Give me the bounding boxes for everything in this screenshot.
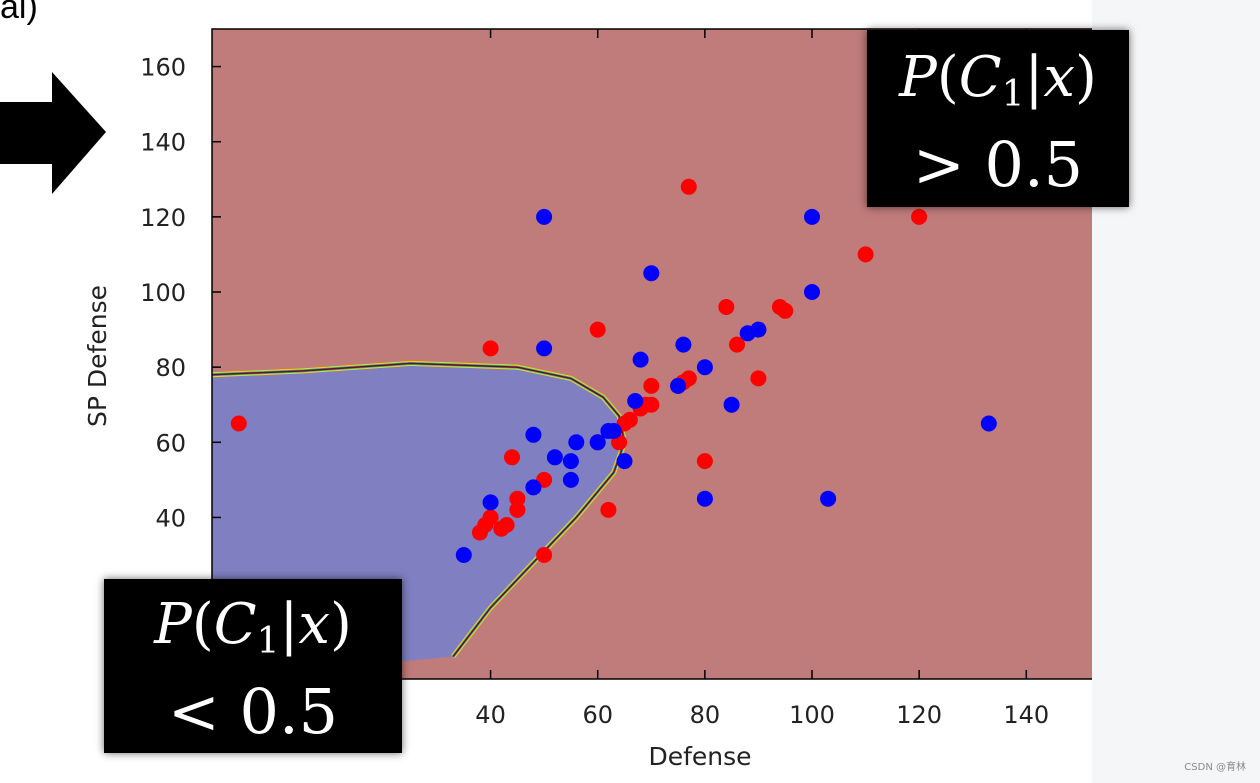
data-point-red (504, 449, 520, 466)
y-tick-label: 140 (140, 129, 186, 157)
data-point-blue (568, 434, 585, 451)
x-tick-label: 100 (789, 701, 835, 729)
data-point-red (857, 246, 874, 263)
data-point-blue (980, 415, 997, 432)
data-point-red (718, 299, 735, 315)
y-tick-label: 60 (155, 429, 186, 457)
x-tick-label: 60 (582, 701, 613, 729)
data-point-red (482, 340, 499, 357)
data-point-red (230, 415, 247, 432)
annotation-formula: P(C1|x) (899, 45, 1097, 115)
data-point-red (750, 370, 767, 387)
y-tick-label: 120 (140, 204, 186, 232)
data-point-red (643, 396, 660, 413)
annotation-probability-less: P(C1|x) < 0.5 (104, 579, 402, 753)
data-point-red (643, 377, 660, 394)
data-point-blue (536, 208, 553, 225)
plot-frame (211, 28, 1092, 680)
corner-label: al) (0, 0, 38, 26)
data-point-red (482, 509, 499, 526)
data-point-red (498, 517, 515, 533)
data-point-blue (820, 490, 837, 507)
data-point-blue (627, 393, 644, 409)
y-tick-label: 40 (155, 504, 186, 532)
data-point-blue (589, 434, 606, 451)
data-point-blue (643, 265, 660, 282)
data-point-red (509, 490, 526, 507)
data-point-blue (670, 377, 687, 394)
annotation-probability-greater: P(C1|x) > 0.5 (867, 30, 1129, 207)
data-point-blue (675, 336, 692, 353)
data-point-blue (455, 547, 472, 563)
y-tick-label: 160 (140, 54, 186, 82)
data-point-red (696, 453, 713, 470)
data-point-blue (482, 494, 499, 511)
data-point-blue (616, 453, 633, 470)
data-point-blue (804, 284, 820, 300)
data-point-blue (562, 453, 579, 470)
data-point-red (729, 336, 745, 353)
data-point-red (911, 208, 928, 225)
data-point-blue (562, 471, 579, 488)
right-arrow-icon (0, 72, 106, 194)
data-point-blue (804, 208, 820, 225)
watermark: CSDN @育林 (1184, 762, 1246, 773)
data-point-blue (525, 426, 542, 443)
data-point-red (589, 321, 606, 338)
y-axis-title: SP Defense (83, 285, 112, 427)
x-axis-title: Defense (648, 742, 751, 771)
data-point-blue (605, 423, 622, 439)
data-point-blue (696, 359, 713, 376)
data-point-red (509, 501, 526, 518)
annotation-threshold: > 0.5 (912, 128, 1084, 201)
decision-boundary (211, 362, 626, 657)
data-point-red (536, 547, 553, 563)
annotation-formula: P(C1|x) (154, 592, 352, 662)
data-point-blue (696, 490, 713, 507)
x-tick-label: 40 (475, 701, 506, 729)
data-point-red (621, 411, 638, 428)
y-tick-label: 80 (155, 354, 186, 382)
data-point-blue (632, 351, 649, 368)
data-point-blue (525, 479, 542, 496)
x-tick-label: 80 (690, 701, 721, 729)
data-point-blue (536, 340, 553, 357)
y-tick-label: 100 (140, 279, 186, 307)
data-point-blue (723, 396, 740, 413)
data-point-red (680, 178, 697, 195)
data-point-blue (750, 321, 767, 338)
axis-ticks: 406080100120140160406080100120140160 (140, 29, 1049, 729)
annotation-threshold: < 0.5 (167, 675, 339, 748)
x-tick-label: 120 (896, 701, 942, 729)
data-point-red (600, 501, 617, 518)
data-point-blue (546, 449, 563, 466)
x-tick-label: 140 (1003, 701, 1049, 729)
data-point-red (777, 302, 794, 319)
